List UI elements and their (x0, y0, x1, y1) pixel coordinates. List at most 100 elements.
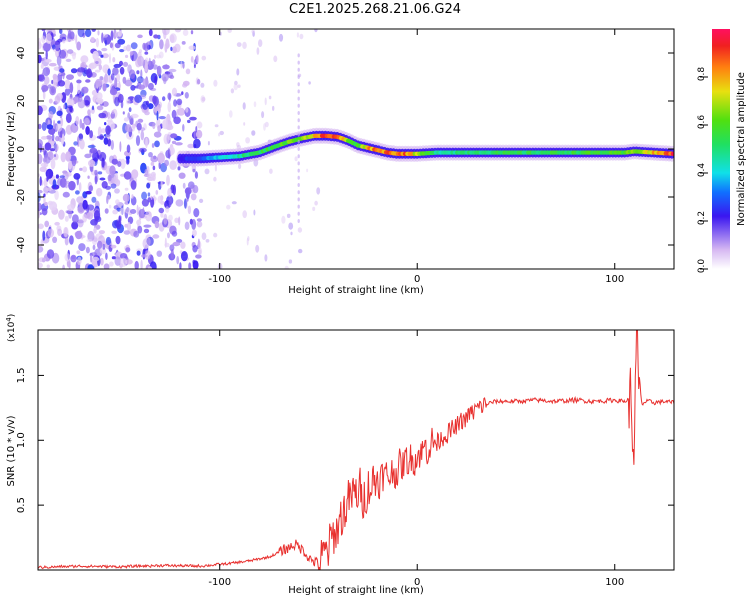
noise-blob (204, 168, 210, 175)
noise-blob (76, 79, 82, 84)
noise-blob (177, 166, 181, 171)
noise-blob (182, 29, 189, 36)
noise-blob (137, 84, 146, 90)
noise-blob (196, 220, 203, 228)
noise-blob (153, 34, 159, 39)
noise-blob (84, 117, 90, 126)
noise-blob (145, 210, 152, 222)
noise-blob (143, 228, 150, 234)
noise-blob (164, 159, 169, 167)
noise-blob (77, 67, 86, 73)
noise-blob (147, 82, 154, 90)
noise-blob (179, 262, 182, 269)
noise-blob (92, 50, 99, 61)
noise-blob (196, 218, 202, 222)
noise-blob (268, 95, 272, 100)
noise-blob (90, 36, 95, 42)
noise-blob (136, 250, 141, 256)
noise-blob (116, 73, 121, 82)
noise-blob (261, 111, 265, 119)
noise-blob (147, 192, 151, 197)
noise-blob (107, 138, 112, 147)
noise-blob (109, 165, 116, 176)
noise-blob (157, 152, 165, 164)
spectrogram-panel: -100 0 100 -40 -20 0 20 40 Height of straight l… (6, 28, 675, 296)
noise-blob (186, 193, 189, 202)
noise-blob (52, 73, 58, 80)
noise-blob (114, 188, 120, 194)
noise-blob (117, 30, 122, 37)
noise-blob (137, 225, 143, 234)
noise-blob (47, 84, 52, 89)
noise-blob (297, 53, 300, 58)
noise-blob (48, 98, 53, 104)
noise-blob (77, 218, 84, 228)
noise-blob (182, 124, 185, 132)
noise-blob (102, 101, 109, 107)
noise-blob (168, 68, 177, 73)
noise-blob (130, 180, 137, 190)
noise-blob (85, 126, 90, 135)
snr-xlabel: Height of straight line (km) (288, 585, 424, 596)
colorbar-ticks: 0.0 0.2 0.4 0.6 0.8 (697, 67, 708, 273)
noise-blob (75, 230, 83, 240)
noise-blob (152, 95, 157, 105)
noise-blob (158, 207, 165, 214)
noise-blob (101, 181, 108, 189)
noise-blob (169, 33, 177, 44)
noise-blob (84, 29, 92, 38)
noise-blob (184, 187, 192, 195)
noise-blob (66, 105, 73, 109)
noise-blob (124, 187, 129, 191)
noise-blob (90, 254, 93, 263)
noise-blob (184, 92, 189, 99)
noise-blob (246, 237, 249, 246)
noise-blob (104, 208, 109, 214)
noise-blob (272, 105, 275, 111)
noise-blob (101, 32, 104, 44)
noise-blob (122, 111, 125, 115)
noise-blob (192, 185, 199, 194)
noise-blob (124, 223, 128, 228)
noise-blob (76, 136, 80, 147)
noise-blob (139, 147, 147, 153)
noise-blob (99, 134, 104, 141)
noise-blob (104, 39, 107, 47)
noise-blob (230, 88, 235, 94)
noise-blob (67, 99, 75, 105)
noise-blob (81, 122, 85, 130)
noise-blob (117, 161, 122, 167)
noise-blob (92, 244, 96, 251)
noise-blob (297, 219, 300, 223)
noise-blob (70, 254, 77, 263)
noise-blob (110, 183, 117, 189)
noise-blob (142, 78, 149, 88)
noise-blob (126, 154, 130, 164)
noise-blob (161, 73, 169, 82)
noise-blob (69, 235, 74, 245)
noise-blob (189, 218, 193, 225)
noise-blob (188, 262, 192, 269)
noise-blob (297, 111, 300, 115)
noise-blob (126, 44, 131, 52)
noise-blob (153, 131, 162, 138)
noise-blob (157, 125, 162, 133)
noise-blob (144, 51, 149, 55)
noise-blob (297, 132, 300, 137)
noise-blob (123, 230, 131, 235)
noise-blob (63, 227, 68, 238)
noise-blob (78, 182, 82, 192)
noise-blob (299, 33, 304, 40)
noise-blob (103, 137, 109, 145)
noise-blob (180, 60, 183, 69)
noise-blob (51, 79, 54, 85)
noise-blob (297, 190, 300, 195)
noise-blob (193, 138, 201, 149)
noise-blob (96, 187, 103, 197)
noise-blob (150, 155, 158, 163)
noise-blob (93, 227, 97, 234)
noise-blob (38, 245, 44, 253)
noise-blob (64, 215, 69, 222)
noise-blob (53, 119, 56, 131)
noise-blob (192, 259, 196, 265)
